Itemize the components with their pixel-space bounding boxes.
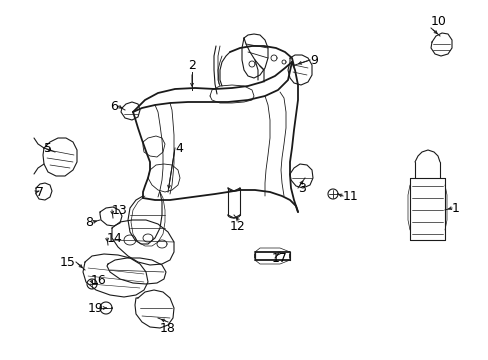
Text: 12: 12 (230, 220, 245, 233)
Text: 10: 10 (430, 15, 446, 28)
Text: 2: 2 (188, 59, 196, 72)
Text: 8: 8 (85, 216, 93, 229)
Text: 3: 3 (297, 181, 305, 194)
Text: 5: 5 (44, 141, 52, 154)
Text: 7: 7 (36, 185, 44, 198)
Text: 17: 17 (271, 252, 287, 265)
Text: 16: 16 (91, 274, 106, 287)
Text: 15: 15 (60, 256, 76, 269)
Text: 19: 19 (87, 302, 103, 315)
Text: 1: 1 (451, 202, 459, 215)
Text: 11: 11 (342, 189, 358, 202)
Text: 9: 9 (309, 54, 317, 67)
Text: 18: 18 (160, 322, 176, 335)
Text: 13: 13 (112, 203, 127, 216)
Text: 6: 6 (110, 99, 118, 112)
Text: 4: 4 (175, 141, 183, 154)
Text: 14: 14 (107, 231, 122, 244)
